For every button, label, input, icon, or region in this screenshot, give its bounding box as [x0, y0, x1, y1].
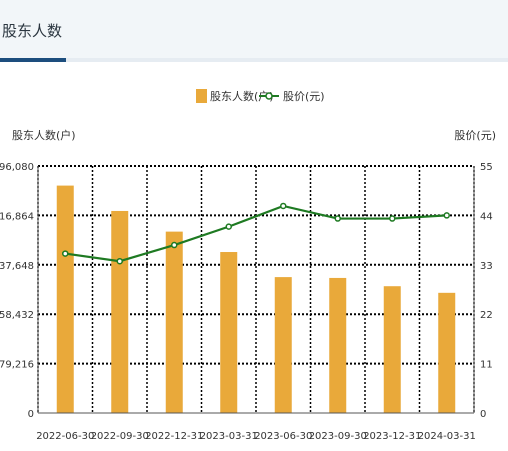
legend-line-swatch	[259, 92, 279, 100]
y2-tick-label: 0	[480, 409, 486, 420]
y-tick-label: 896,080	[0, 162, 34, 173]
price-point	[280, 202, 287, 210]
y-tick-label: 0	[28, 409, 34, 420]
bar	[274, 277, 292, 413]
price-point	[443, 212, 450, 219]
bar	[56, 185, 74, 413]
x-tick-label: 2022-09-30	[91, 431, 149, 442]
grid-lines	[37, 165, 475, 413]
price-point	[171, 241, 178, 249]
x-tick-label: 2022-06-30	[36, 431, 94, 442]
y2-tick-label: 11	[480, 360, 493, 371]
bar	[220, 252, 238, 413]
price-point	[225, 223, 232, 230]
price-point	[116, 257, 123, 265]
x-tick-label: 2023-03-31	[200, 431, 258, 442]
bar	[111, 210, 129, 413]
price-point	[389, 215, 396, 222]
y2-tick-label: 55	[480, 162, 493, 173]
y2-tick-label: 44	[480, 211, 493, 222]
bar	[165, 231, 183, 413]
price-point	[334, 215, 341, 222]
y-axis-label: 股东人数(户)	[12, 128, 76, 142]
y2-axis-label: 股价(元)	[454, 129, 496, 142]
bar	[438, 292, 456, 413]
x-tick-label: 2023-09-30	[309, 431, 367, 442]
x-tick-label: 2022-12-31	[145, 431, 203, 442]
x-tick-label: 2023-12-31	[363, 431, 421, 442]
bar	[383, 286, 401, 413]
active-tab-indicator	[0, 58, 66, 62]
legend-bar-swatch	[196, 89, 207, 103]
y-tick-label: 179,216	[0, 360, 34, 371]
legend-line-label: 股价(元)	[283, 90, 325, 103]
page-title: 股东人数	[2, 22, 63, 40]
y-tick-label: 537,648	[0, 261, 34, 272]
y2-tick-label: 22	[480, 310, 493, 321]
legend-item-holders[interactable]: 股东人数(户)	[196, 88, 274, 104]
bar	[329, 277, 347, 413]
price-line	[65, 204, 447, 263]
y-tick-label: 358,432	[0, 310, 34, 321]
line-series	[62, 202, 450, 265]
x-tick-label: 2023-06-30	[254, 431, 312, 442]
legend-item-price[interactable]: 股价(元)	[258, 88, 325, 104]
y-tick-label: 716,864	[0, 211, 34, 222]
axes: 0 0 179,216 11 358,432 22 537,648 33 716,864 44 89…	[0, 162, 493, 442]
header-tab-bar	[0, 58, 508, 62]
y2-tick-label: 33	[480, 261, 493, 272]
legend-bar-label: 股东人数(户)	[210, 90, 274, 103]
x-tick-label: 2024-03-31	[418, 431, 476, 442]
price-point	[62, 250, 69, 257]
